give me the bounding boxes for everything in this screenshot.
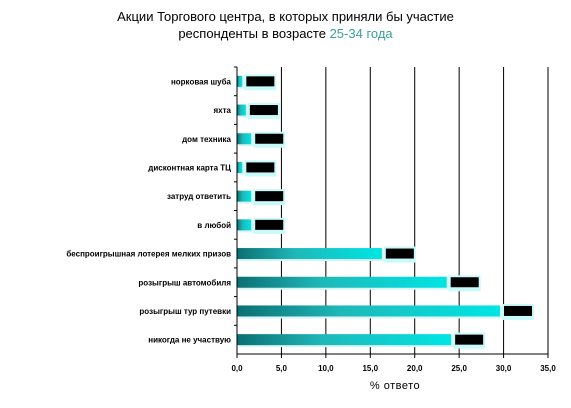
x-axis-label: % ответо	[369, 380, 421, 392]
category-label: никогда не участвую	[148, 336, 231, 345]
data-label-box	[246, 76, 275, 87]
bar	[237, 334, 452, 346]
data-label-box	[455, 334, 484, 345]
data-label-box	[255, 219, 284, 230]
category-label: розыгрыш автомобиля	[138, 278, 231, 287]
data-label-box	[255, 133, 284, 144]
data-label-box	[246, 162, 275, 173]
category-label: розыгрыш тур путевки	[139, 307, 231, 316]
bar	[237, 305, 501, 317]
bar	[237, 161, 243, 173]
category-label: дом техника	[182, 135, 231, 144]
category-label: беспроигрышная лотерея мелких призов	[66, 250, 231, 259]
category-label: затруд ответить	[167, 192, 231, 201]
x-tick-label: 0,0	[231, 364, 243, 373]
bar	[237, 104, 246, 116]
x-tick-label: 35,0	[540, 364, 556, 373]
title-line-2-prefix: респонденты в возрасте	[178, 26, 330, 41]
x-tick-label: 5,0	[276, 364, 288, 373]
bar	[237, 248, 382, 260]
data-label-box	[249, 105, 278, 116]
title-line-2: респонденты в возрасте 25-34 года	[0, 25, 571, 42]
bar	[237, 75, 243, 87]
x-tick-label: 20,0	[407, 364, 423, 373]
category-label: яхта	[214, 106, 232, 115]
chart-title: Акции Торгового центра, в которых принял…	[0, 8, 571, 42]
bar	[237, 133, 252, 145]
data-label-box	[255, 191, 284, 202]
x-tick-label: 15,0	[362, 364, 378, 373]
bar	[237, 190, 252, 202]
category-label: норковая шуба	[171, 77, 232, 86]
bar	[237, 276, 447, 288]
x-tick-label: 10,0	[318, 364, 334, 373]
category-label: в любой	[197, 221, 231, 230]
data-label-box	[450, 277, 479, 288]
category-label: дисконтная карта ТЦ	[148, 163, 231, 172]
title-age-highlight: 25-34 года	[329, 26, 393, 41]
data-label-box	[385, 248, 414, 259]
data-label-box	[504, 305, 533, 316]
x-tick-label: 25,0	[451, 364, 467, 373]
title-line-1: Акции Торгового центра, в которых принял…	[117, 9, 454, 24]
bar	[237, 219, 252, 231]
x-tick-label: 30,0	[496, 364, 512, 373]
